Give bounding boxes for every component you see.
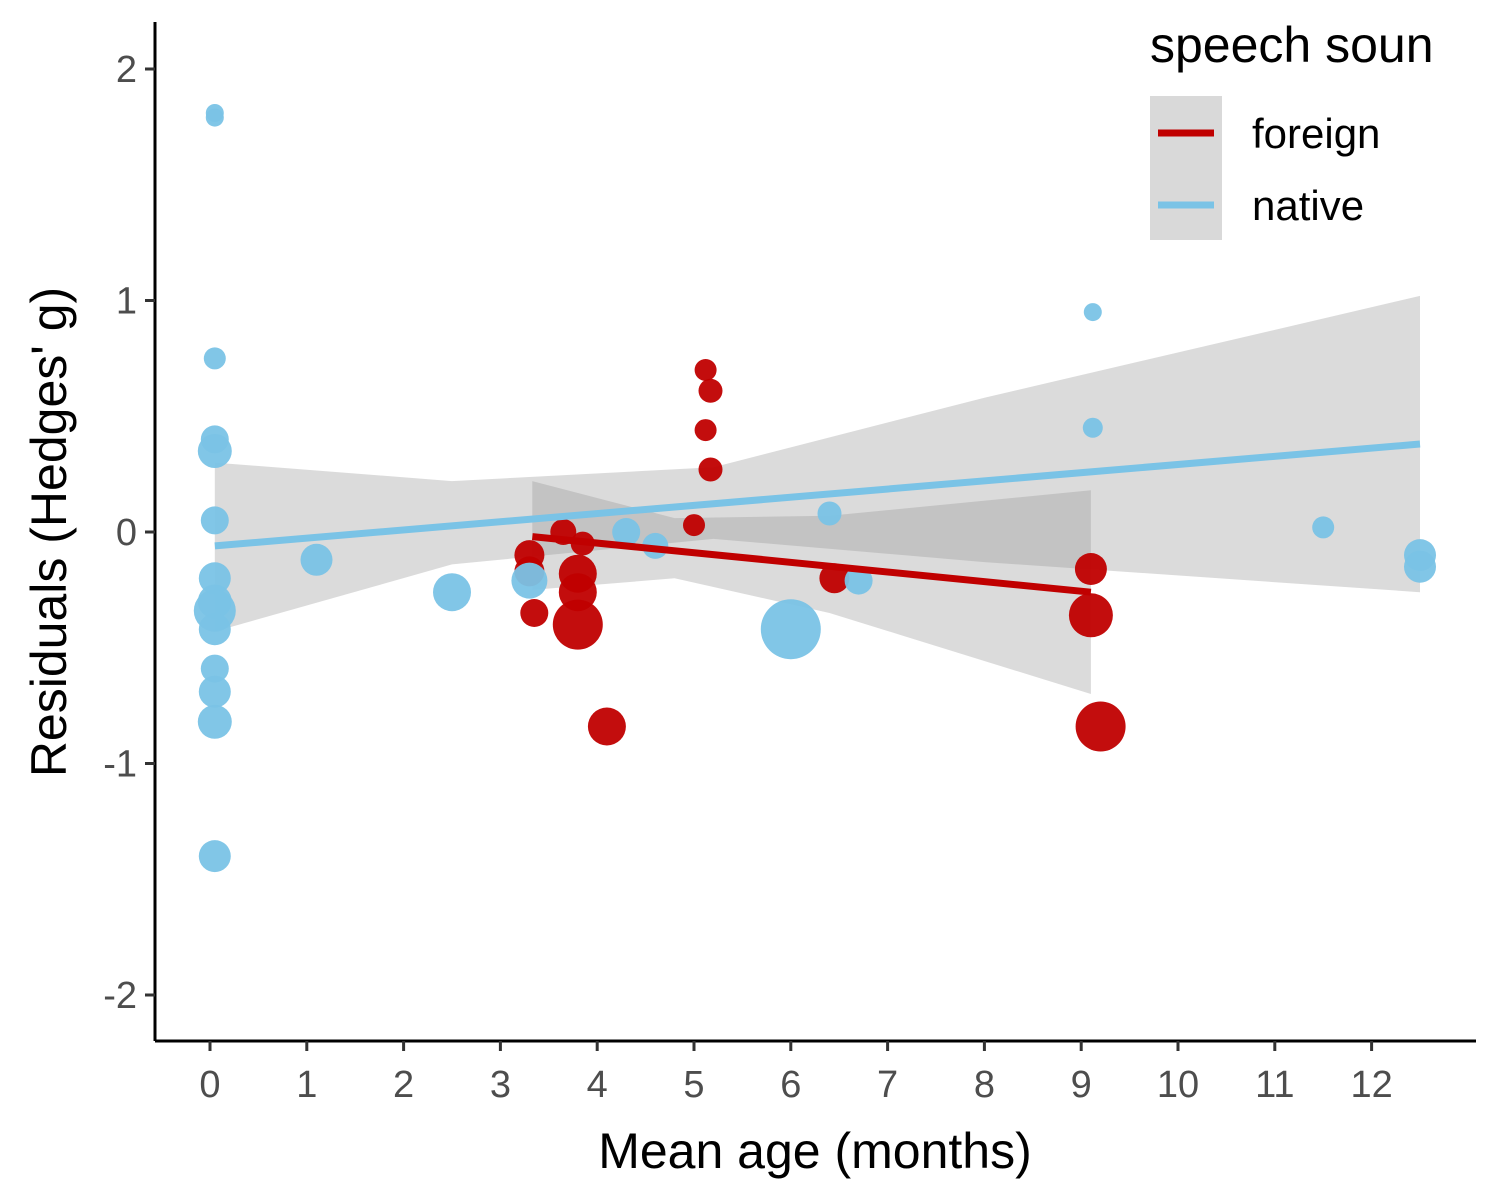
data-point-native (1082, 417, 1103, 438)
data-point-foreign (520, 599, 549, 627)
y-axis-title: Residuals (Hedges' g) (21, 287, 77, 777)
ci-band-native (214, 295, 1420, 632)
x-tick-label: 7 (877, 1064, 898, 1106)
ci-band-foreign (532, 481, 1091, 694)
data-point-native (197, 704, 232, 739)
data-point-native (205, 108, 224, 127)
data-point-native (200, 654, 229, 683)
data-point-native (1083, 303, 1102, 322)
x-axis-title: Mean age (months) (598, 1123, 1032, 1179)
data-point-native (198, 613, 231, 646)
data-points (193, 104, 1436, 873)
data-point-foreign (587, 707, 626, 746)
data-point-native (1312, 516, 1335, 539)
x-tick-label: 2 (393, 1064, 414, 1106)
data-point-native (200, 506, 229, 535)
legend-title: speech soun (1150, 17, 1434, 73)
fit-lines (214, 440, 1421, 596)
x-tick-label: 9 (1071, 1064, 1092, 1106)
y-tick-label: -1 (103, 744, 137, 786)
legend-label-foreign: foreign (1252, 110, 1380, 157)
data-point-native (760, 599, 821, 660)
x-tick-label: 8 (974, 1064, 995, 1106)
data-point-native (433, 573, 471, 612)
data-point-foreign (683, 514, 705, 537)
x-tick-label: 10 (1157, 1064, 1199, 1106)
x-tick-label: 5 (683, 1064, 704, 1106)
data-point-foreign (694, 359, 717, 381)
data-point-foreign (698, 378, 723, 403)
data-point-foreign (698, 457, 723, 482)
legend-label-native: native (1252, 182, 1364, 229)
fit-line-native (214, 440, 1421, 550)
x-tick-label: 3 (490, 1064, 511, 1106)
confidence-bands (214, 295, 1420, 694)
data-point-foreign (1075, 701, 1126, 752)
legend: speech soun foreign native (1150, 17, 1434, 240)
y-tick-label: 2 (116, 49, 137, 91)
data-point-native (198, 840, 231, 873)
data-point-native (203, 347, 226, 370)
data-point-native (300, 543, 333, 576)
data-point-foreign (1068, 593, 1113, 638)
x-tick-label: 6 (780, 1064, 801, 1106)
data-point-native (198, 675, 231, 708)
data-point-native (511, 562, 548, 599)
data-point-native (817, 501, 842, 526)
x-tick-label: 11 (1255, 1064, 1294, 1106)
x-tick-label: 0 (199, 1064, 220, 1106)
x-tick-label: 12 (1350, 1064, 1392, 1106)
data-point-native (1404, 550, 1436, 583)
legend-key-background (1150, 96, 1222, 240)
y-tick-label: 1 (116, 281, 137, 323)
fit-line-foreign (531, 533, 1092, 596)
data-point-native (844, 566, 873, 595)
x-tick-label: 4 (587, 1064, 608, 1106)
y-tick-label: -2 (103, 975, 137, 1017)
data-point-native (198, 562, 231, 595)
data-point-foreign (1074, 553, 1107, 585)
data-point-foreign (552, 599, 603, 650)
y-tick-label: 0 (116, 512, 137, 554)
axes: 210-1-20 1 2 3 4 5 6 7 8 9 10 11 12 (103, 22, 1476, 1106)
data-point-native (612, 518, 641, 546)
data-point-native (197, 434, 232, 468)
data-point-foreign (694, 419, 717, 442)
x-tick-label: 1 (296, 1064, 317, 1106)
